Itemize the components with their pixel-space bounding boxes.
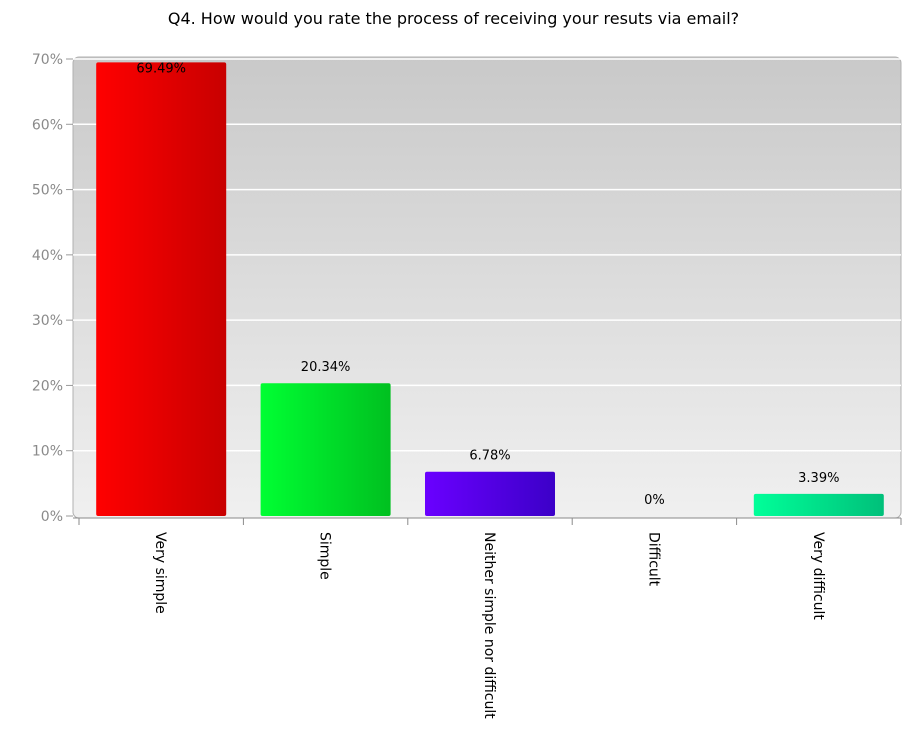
x-category-label: Very difficult bbox=[810, 532, 826, 620]
data-label: 69.49% bbox=[136, 61, 186, 76]
bar bbox=[260, 383, 391, 516]
y-tick-label: 40% bbox=[32, 248, 63, 264]
y-tick-label: 60% bbox=[32, 117, 63, 133]
data-label: 6.78% bbox=[469, 449, 510, 464]
data-label: 20.34% bbox=[301, 360, 351, 375]
x-category-label: Neither simple nor difficult bbox=[481, 532, 497, 719]
bar bbox=[753, 493, 884, 516]
chart-title: Q4. How would you rate the process of re… bbox=[167, 9, 740, 28]
y-tick-label: 0% bbox=[41, 509, 63, 525]
y-tick-label: 50% bbox=[32, 183, 63, 199]
y-tick-label: 30% bbox=[32, 313, 63, 329]
data-label: 0% bbox=[644, 493, 665, 508]
data-label: 3.39% bbox=[798, 471, 839, 486]
x-category-label: Very simple bbox=[152, 532, 168, 614]
x-category-label: Simple bbox=[317, 532, 333, 580]
y-tick-label: 10% bbox=[32, 444, 63, 460]
y-tick-label: 70% bbox=[32, 52, 63, 68]
x-category-label: Difficult bbox=[645, 532, 661, 587]
bar bbox=[425, 471, 555, 516]
y-tick-label: 20% bbox=[32, 378, 63, 394]
bar bbox=[96, 62, 227, 517]
